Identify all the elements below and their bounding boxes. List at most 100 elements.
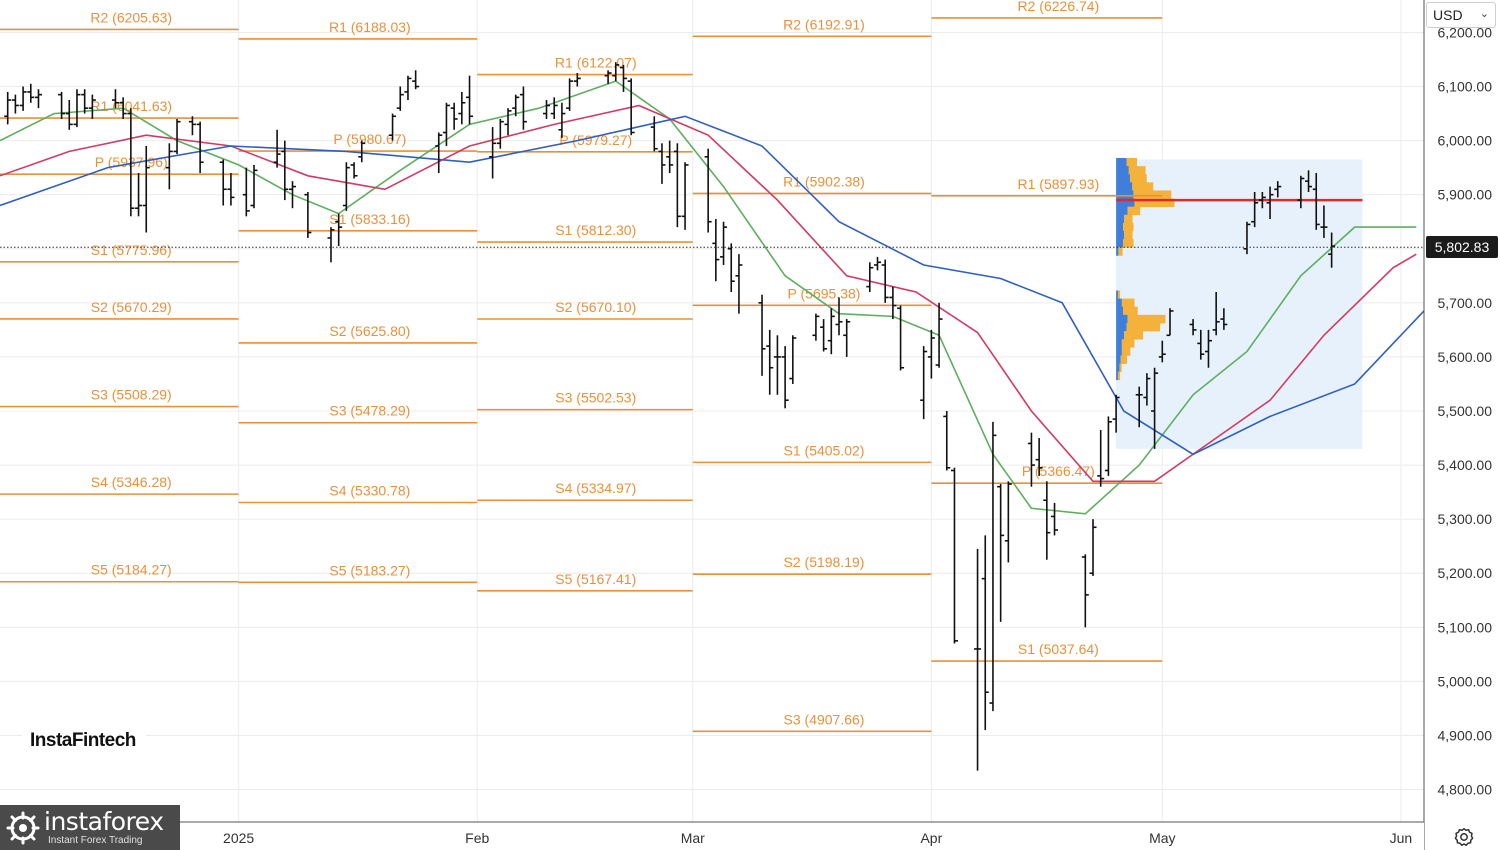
ohlc-bar <box>1243 221 1251 255</box>
ohlc-bar <box>504 108 512 136</box>
ohlc-bar <box>304 191 312 238</box>
price-axis-tick-label: 6,000.00 <box>1438 133 1493 149</box>
ohlc-bar <box>989 421 997 712</box>
ohlc-bar <box>935 302 943 368</box>
ohlc-bar <box>981 535 989 731</box>
ohlc-bar <box>512 94 520 117</box>
currency-select[interactable]: USD ⌄ <box>1426 2 1496 28</box>
ohlc-bar <box>173 118 181 155</box>
chart-settings-button[interactable] <box>1452 826 1476 848</box>
ohlc-bar <box>58 91 66 119</box>
volume-profile-up-bar <box>1123 239 1134 248</box>
brand-tagline: Instant Forex Trading <box>48 835 143 846</box>
brand-name: instaforex <box>44 807 164 836</box>
volume-profile-up-bar <box>1126 322 1161 332</box>
ohlc-bar <box>843 319 851 357</box>
volume-profile-down-bar <box>1116 214 1125 224</box>
ohlc-bar <box>866 262 874 293</box>
ohlc-bar <box>566 78 574 111</box>
ohlc-bar <box>81 89 89 114</box>
volume-profile-down-bar <box>1116 239 1124 248</box>
ohlc-bar <box>1104 416 1112 476</box>
ohlc-bar <box>781 346 789 409</box>
ohlc-bar <box>920 346 928 420</box>
ohlc-bar <box>350 162 358 179</box>
ohlc-bar <box>712 219 720 282</box>
ohlc-bar <box>1051 502 1059 536</box>
ohlc-bar <box>1097 429 1105 487</box>
volume-profile-up-bar <box>1121 347 1131 356</box>
ohlc-bar <box>950 467 958 644</box>
time-axis-tick-label: May <box>1149 830 1175 846</box>
volume-profile-up-bar <box>1124 331 1144 340</box>
ohlc-bar <box>227 173 235 206</box>
ohlc-bar <box>19 86 27 111</box>
ohlc-bar <box>789 335 797 384</box>
volume-profile-down-bar <box>1116 355 1121 364</box>
volume-profile-up-bar <box>1124 230 1133 240</box>
volume-profile-down-bar <box>1116 222 1124 232</box>
price-axis-tick-label: 6,200.00 <box>1438 24 1493 40</box>
ohlc-bar <box>404 75 412 101</box>
volume-profile-up-bar <box>1127 314 1166 324</box>
price-axis-tick-label: 4,900.00 <box>1438 727 1493 743</box>
ohlc-bar <box>835 297 843 336</box>
volume-profile-up-bar <box>1120 355 1128 364</box>
ohlc-bar <box>1305 170 1313 192</box>
volume-profile-up-bar <box>1132 182 1154 191</box>
pivot-level-label: S1 (5812.30) <box>555 222 636 238</box>
ohlc-bar <box>142 146 150 233</box>
ohlc-bar <box>1089 519 1097 576</box>
ohlc-bar <box>396 86 404 111</box>
volume-profile-down-bar <box>1116 347 1122 356</box>
price-axis-tick-label: 5,600.00 <box>1438 349 1493 365</box>
volume-profile-up-bar <box>1121 339 1135 348</box>
ohlc-bar <box>119 97 127 119</box>
ohlc-bar <box>73 89 81 128</box>
time-axis-tick-label: Mar <box>681 830 705 846</box>
ohlc-bar <box>466 75 474 125</box>
pivot-level-label: R1 (5897.93) <box>1018 176 1100 192</box>
volume-profile-down-bar <box>1116 298 1122 308</box>
pivot-level-label: S1 (5833.16) <box>329 211 410 227</box>
volume-profile-down-bar <box>1116 363 1120 372</box>
chevron-down-icon: ⌄ <box>1479 8 1489 20</box>
pivot-level-label: S5 (5183.27) <box>329 562 410 578</box>
price-axis-tick-label: 4,800.00 <box>1438 782 1493 798</box>
pivot-level-label: S2 (5670.29) <box>91 299 172 315</box>
ohlc-bar <box>658 143 666 184</box>
ohlc-bar <box>11 94 19 114</box>
ohlc-bar <box>34 89 42 109</box>
ohlc-bar <box>681 162 689 230</box>
pivot-level-label: S4 (5334.97) <box>555 480 636 496</box>
pivot-level-label: S2 (5625.80) <box>329 323 410 339</box>
pivot-level-label: S2 (5670.10) <box>555 299 636 315</box>
ohlc-bar <box>273 129 281 168</box>
ohlc-bar <box>435 132 443 174</box>
time-axis-tick-label: Apr <box>920 830 942 846</box>
ohlc-bar <box>704 148 712 233</box>
volume-profile-down-bar <box>1116 339 1122 348</box>
volume-profile-down-bar <box>1116 371 1118 381</box>
ohlc-bar <box>1043 481 1051 560</box>
ohlc-bar <box>543 100 551 119</box>
ohlc-bar <box>974 548 982 771</box>
ohlc-bar <box>135 173 143 217</box>
ohlc-bar <box>1081 554 1089 628</box>
ohlc-bar <box>758 294 766 376</box>
ohlc-bar <box>720 221 728 265</box>
pivot-level-label: S3 (4907.66) <box>784 711 865 727</box>
ohlc-bar <box>1274 181 1282 198</box>
ohlc-bar <box>1220 308 1228 330</box>
time-axis-tick-label: 2025 <box>223 830 254 846</box>
ohlc-bar <box>496 118 504 149</box>
ohlc-bar <box>127 108 135 217</box>
ohlc-bar <box>558 102 566 138</box>
ohlc-bar <box>943 411 951 471</box>
volume-profile-up-bar <box>1117 290 1121 299</box>
ohlc-bar <box>612 62 620 82</box>
ohlc-bar <box>1212 292 1220 336</box>
price-axis-tick-label: 5,300.00 <box>1438 511 1493 527</box>
